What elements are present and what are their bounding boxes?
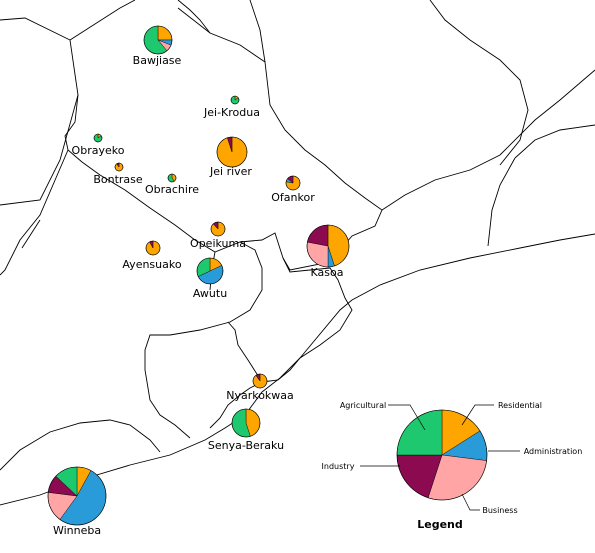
town-jei-krodua-pie [230,95,240,105]
town-kasoa-slice-business [306,241,329,268]
town-label-obrayeko: Obrayeko [72,144,125,157]
town-label-senya-beraku: Senya-Beraku [208,439,284,452]
town-jei-krodua-pie-outline [230,95,240,105]
boundary-line [177,0,211,34]
boundary-lines [0,0,595,506]
boundary-line [514,124,595,159]
town-jei-river-pie [216,136,248,168]
town-kasoa-pie-outline [306,224,350,268]
town-kasoa-pie [306,224,350,268]
town-nyarkokwaa-pie-outline [252,373,268,389]
town-opeikuma-pie [210,221,226,237]
town-label-ofankor: Ofankor [271,191,315,204]
town-winneba-pie-outline [47,466,107,526]
town-label-nyarkokwaa: Nyarkokwaa [226,389,294,402]
legend-title: Legend [417,518,463,531]
town-label-ayensuako: Ayensuako [122,258,181,271]
legend: Agricultural Residential Administration Ind… [322,401,583,531]
town-label-kasoa: Kasoa [311,266,344,279]
boundary-line [0,149,69,276]
town-obrayeko-pie-outline [93,133,103,143]
town-opeikuma-pie-outline [210,221,226,237]
legend-pie [396,409,488,501]
town-senya-beraku-pie-outline [231,408,261,438]
town-awutu-pie [196,257,224,285]
town-bawjiase-pie-outline [143,25,173,55]
town-pies [47,25,350,526]
town-bontrase-pie [114,162,124,172]
legend-pie [396,409,488,501]
town-obrayeko-pie [93,133,103,143]
legend-leader-residential [461,404,494,426]
legend-pie-outline [396,409,488,501]
town-bawjiase-pie [143,25,173,55]
boundary-line [144,241,263,439]
boundary-line [261,257,353,383]
boundary-line [209,381,263,429]
boundary-line [429,0,529,166]
town-ofankor-pie [285,175,301,191]
boundary-line [0,419,161,471]
town-label-winneba: Winneba [53,524,101,537]
town-labels: Bawjiase Jei-Krodua Obrayeko Jei river Bontr… [53,54,344,537]
legend-slice-agricultural [396,409,443,456]
town-label-obrachire: Obrachire [145,183,199,196]
legend-callouts: Agricultural Residential Administration Ind… [322,401,583,515]
boundary-line [487,157,516,247]
boundary-line [69,0,136,41]
town-label-bawjiase: Bawjiase [133,54,182,67]
legend-leader-agricultural [388,404,426,431]
legend-label-agricultural: Agricultural [340,401,386,410]
town-awutu-pie-outline [196,257,224,285]
legend-leader-business [461,493,480,511]
boundary-line [0,17,79,206]
legend-label-administration: Administration [524,447,583,456]
town-label-awutu: Awutu [193,287,227,300]
legend-label-industry: Industry [322,462,355,471]
town-winneba-pie [47,466,107,526]
legend-label-business: Business [482,506,517,515]
boundary-line [64,7,383,271]
boundary-line [21,219,41,249]
town-ofankor-pie-outline [285,175,301,191]
town-label-opeikuma: Opeikuma [190,237,246,250]
town-ayensuako-pie [145,240,161,256]
boundary-line [227,321,263,383]
town-jei-river-pie-outline [216,136,248,168]
town-obrachire-pie-outline [167,173,177,183]
town-senya-beraku-pie [231,408,261,438]
boundary-line [381,69,595,211]
town-label-bontrase: Bontrase [93,173,143,186]
town-ayensuako-pie-outline [145,240,161,256]
town-bontrase-pie-outline [114,162,124,172]
town-label-jei-river: Jei river [209,165,252,178]
town-kasoa-slice-industry [307,224,329,247]
legend-label-residential: Residential [498,401,542,410]
town-obrachire-pie [167,173,177,183]
town-label-jei-krodua: Jei-Krodua [203,106,260,119]
boundary-line [249,0,266,63]
coastline [0,233,595,506]
town-nyarkokwaa-pie [252,373,268,389]
